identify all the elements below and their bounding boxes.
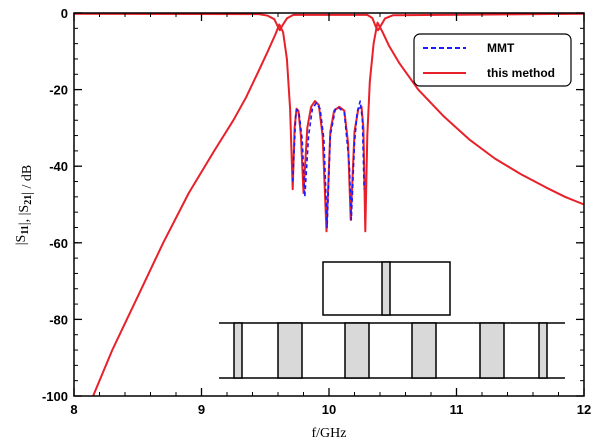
x-tick-label: 9: [198, 402, 205, 417]
series-line-mmt-0: [291, 100, 365, 229]
legend: MMT this method: [413, 33, 572, 87]
inset-slab: [411, 322, 437, 379]
inset-slab: [233, 322, 243, 379]
series-line-this-method-0: [92, 21, 585, 397]
x-tick-label: 10: [322, 402, 336, 417]
x-tick-label: 8: [70, 402, 77, 417]
inset-slab: [538, 322, 548, 379]
y-tick-label: -40: [49, 159, 68, 174]
legend-label-this-method: this method: [487, 66, 555, 80]
inset-top-iris: [381, 261, 391, 316]
x-tick-label: 11: [450, 402, 464, 417]
y-tick-label: -60: [49, 236, 68, 251]
y-axis-title: |S11|, |S21| / dB: [14, 165, 35, 246]
y-tick-label: -20: [49, 83, 68, 98]
inset-slab: [479, 322, 505, 379]
x-tick-label: 12: [577, 402, 591, 417]
inset-slab: [344, 322, 370, 379]
y-tick-label: -80: [49, 312, 68, 327]
filter-structure-inset: [219, 261, 565, 379]
y-tick-label: 0: [61, 6, 68, 21]
series-line-this-method-1: [73, 12, 585, 32]
legend-label-mmt: MMT: [487, 41, 515, 55]
curves-layer: [73, 12, 585, 397]
x-axis-title: f/GHz: [312, 426, 347, 441]
y-tick-label: -100: [42, 389, 68, 404]
ticks-layer: 8 9 10 11 12 0 -20 -40 -60 -80 -100: [42, 6, 591, 417]
inset-slab: [277, 322, 303, 379]
